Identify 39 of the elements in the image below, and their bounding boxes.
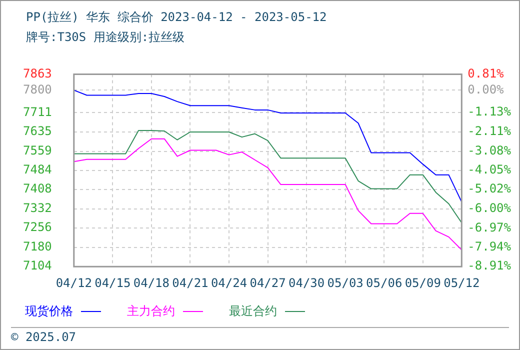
y-tick-label: 7332	[22, 200, 52, 215]
y-tick-label: 7863	[22, 66, 52, 80]
x-tick-label: 05/03	[327, 276, 364, 290]
y-tick-label: 7104	[22, 258, 52, 273]
y-tick-label: 7800	[22, 82, 52, 96]
y2-tick-label: -8.91%	[468, 258, 512, 273]
chart-subtitle: 牌号:T30S 用途级别:拉丝级	[25, 29, 186, 45]
y2-tick-label: 0.00%	[468, 82, 505, 96]
y2-tick-label: -4.05%	[468, 162, 512, 177]
y2-tick-label: 0.81%	[468, 66, 505, 80]
x-tick-label: 04/24	[210, 276, 248, 290]
y-tick-label: 7408	[22, 182, 52, 196]
x-tick-label: 05/09	[404, 276, 441, 290]
y2-tick-label: -6.00%	[468, 201, 512, 216]
y-tick-label: 7484	[22, 162, 52, 176]
y-tick-label: 7635	[22, 124, 52, 138]
chart-title: PP(拉丝) 华东 综合价 2023-04-12 - 2023-05-12	[25, 9, 328, 25]
x-tick-label: 04/12	[56, 276, 92, 290]
y2-tick-label: -7.94%	[468, 240, 512, 254]
x-tick-label: 05/06	[366, 276, 402, 290]
x-tick-label: 04/21	[172, 276, 208, 290]
y-tick-label: 7180	[22, 239, 52, 254]
x-tick-label: 04/27	[250, 276, 286, 290]
y-tick-label: 7256	[22, 220, 52, 234]
y2-tick-label: -1.13%	[468, 104, 512, 119]
y-tick-label: 7559	[22, 143, 52, 158]
legend-label: 最近合约	[229, 302, 277, 320]
y2-tick-label: -2.11%	[468, 124, 512, 138]
y2-tick-label: -5.02%	[468, 182, 512, 196]
x-tick-label: 04/30	[288, 276, 325, 290]
text: © 2025.07	[10, 329, 78, 344]
legend-label: 主力合约	[127, 302, 175, 320]
legend-label: 现货价格	[25, 302, 73, 320]
x-tick-label: 04/15	[94, 276, 131, 290]
y2-tick-label: -6.97%	[468, 220, 512, 234]
x-tick-label: 04/18	[133, 276, 170, 290]
y2-tick-label: -3.08%	[468, 143, 512, 158]
y-tick-label: 7711	[22, 104, 52, 119]
x-tick-label: 05/12	[444, 276, 480, 290]
